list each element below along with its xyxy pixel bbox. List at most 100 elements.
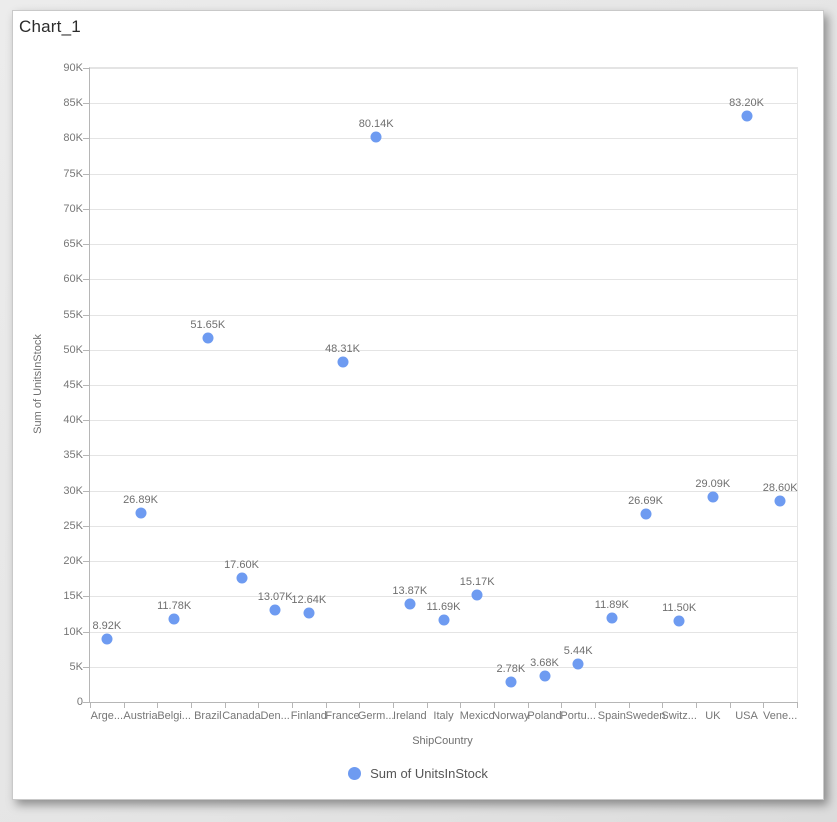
gridline: [90, 138, 797, 140]
data-point[interactable]: [572, 658, 584, 670]
data-point-label: 2.78K: [496, 663, 526, 676]
data-point[interactable]: [269, 604, 281, 616]
y-axis-tick: [83, 666, 89, 668]
x-tick-label: Poland: [527, 710, 562, 722]
data-point-label: 17.60K: [224, 559, 259, 572]
y-tick-label: 15K: [63, 590, 83, 603]
chart-title: Chart_1: [19, 17, 81, 36]
x-tick-label: Canada: [222, 710, 261, 722]
gridline: [90, 244, 797, 246]
y-tick-label: 55K: [63, 308, 83, 321]
x-tick-label: USA: [735, 710, 758, 722]
data-point-label: 80.14K: [358, 118, 394, 131]
data-point-label: 26.89K: [123, 493, 158, 506]
data-point[interactable]: [101, 633, 113, 645]
gridline: [90, 631, 797, 633]
x-tick-label: Portu...: [560, 710, 596, 722]
data-point-label: 11.50K: [662, 601, 697, 614]
x-axis-tick: [662, 702, 664, 708]
y-tick-label: 35K: [63, 449, 83, 462]
y-axis-tick: [83, 420, 89, 422]
y-tick-label: 30K: [63, 484, 83, 497]
data-point[interactable]: [741, 110, 752, 122]
data-point[interactable]: [539, 670, 550, 682]
x-axis-tick: [191, 702, 192, 708]
y-tick-label: 40K: [63, 414, 83, 427]
data-point[interactable]: [202, 332, 214, 344]
x-axis-tick: [763, 702, 765, 708]
x-axis-tick: [595, 702, 596, 708]
data-point-label: 83.20K: [729, 96, 764, 109]
gridline: [90, 314, 797, 316]
x-axis-title: ShipCountry: [412, 735, 473, 747]
x-tick-label: Belgi...: [157, 710, 191, 722]
data-point[interactable]: [438, 614, 449, 626]
data-point[interactable]: [505, 676, 517, 688]
data-point[interactable]: [640, 508, 651, 520]
x-tick-label: Spain: [597, 710, 626, 722]
x-axis-tick: [157, 702, 159, 708]
legend-item[interactable]: Sum of UnitsInStock: [13, 763, 823, 783]
x-axis-tick: [460, 702, 462, 708]
y-tick-label: 65K: [63, 238, 83, 251]
x-axis-tick: [359, 702, 361, 708]
gridline: [90, 596, 797, 598]
gridline: [90, 455, 797, 457]
x-tick-label: UK: [705, 710, 721, 722]
data-point[interactable]: [774, 495, 786, 507]
x-tick-label: Arge...: [90, 710, 124, 722]
gridline: [90, 666, 797, 668]
y-tick-label: 80K: [63, 132, 83, 145]
y-axis-tick: [83, 314, 89, 316]
y-tick-label: 45K: [63, 379, 83, 391]
y-tick-label: 0: [76, 696, 83, 708]
plot-area[interactable]: 0 5K 10K 15K 20K 25K 30K 35K 40K 45K 50K 55K 60K 65K 7…: [63, 62, 798, 722]
x-axis-tick: [224, 702, 226, 708]
gridline: [90, 525, 797, 527]
data-point[interactable]: [337, 356, 348, 368]
data-point[interactable]: [236, 572, 247, 584]
data-point-label: 3.68K: [530, 657, 559, 670]
data-point[interactable]: [370, 131, 382, 143]
y-tick-label: 85K: [63, 97, 83, 110]
data-point[interactable]: [303, 607, 315, 619]
data-point[interactable]: [404, 598, 416, 610]
x-axis-tick: [628, 702, 630, 708]
data-point-label: 29.09K: [695, 478, 731, 491]
data-point-label: 11.89K: [594, 599, 629, 612]
x-axis-tick: [729, 702, 731, 708]
data-point[interactable]: [707, 491, 719, 503]
gridline: [90, 208, 797, 210]
x-axis-tick: [494, 702, 495, 708]
x-tick-label: Vene...: [763, 710, 798, 722]
data-point[interactable]: [135, 507, 146, 519]
data-point-label: 13.07K: [257, 590, 293, 603]
gridline: [90, 103, 797, 105]
y-axis-tick: [83, 702, 89, 703]
y-axis-tick: [83, 244, 89, 246]
x-axis-tick: [426, 702, 428, 708]
y-axis-tick: [83, 596, 89, 598]
data-point[interactable]: [673, 615, 685, 627]
y-axis-tick: [83, 385, 89, 386]
y-axis-tick: [83, 208, 89, 210]
data-point-label: 5.44K: [563, 644, 593, 657]
gridline: [90, 561, 797, 563]
data-point-label: 15.17K: [459, 576, 495, 589]
x-axis-tick: [325, 702, 327, 708]
x-axis-tick: [123, 702, 125, 708]
y-tick-label: 60K: [63, 273, 83, 286]
gridline: [90, 173, 797, 175]
y-axis-tick: [83, 103, 89, 105]
legend-marker-icon: [348, 766, 362, 780]
y-tick-label: 90K: [63, 62, 83, 74]
gridline: [90, 349, 797, 351]
data-point[interactable]: [606, 612, 618, 624]
data-point[interactable]: [471, 589, 483, 601]
data-point[interactable]: [168, 613, 180, 625]
x-tick-label: France: [325, 710, 360, 722]
data-point-label: 8.92K: [92, 620, 122, 633]
data-point-label: 26.69K: [628, 494, 663, 507]
gridline: [90, 68, 797, 69]
